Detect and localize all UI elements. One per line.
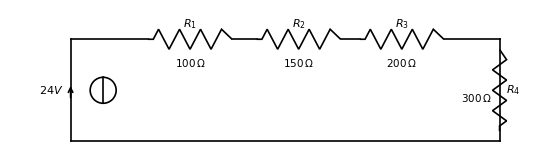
Text: $R_2$: $R_2$ (292, 17, 306, 31)
Text: $200\,\Omega$: $200\,\Omega$ (387, 57, 417, 69)
Text: $24V$: $24V$ (39, 84, 64, 96)
Text: $300\,\Omega$: $300\,\Omega$ (460, 92, 491, 104)
Text: $R_4$: $R_4$ (506, 83, 520, 97)
Text: $150\,\Omega$: $150\,\Omega$ (283, 57, 314, 69)
Text: $100\,\Omega$: $100\,\Omega$ (175, 57, 205, 69)
Text: $R_1$: $R_1$ (183, 17, 197, 31)
Text: $R_3$: $R_3$ (395, 17, 409, 31)
